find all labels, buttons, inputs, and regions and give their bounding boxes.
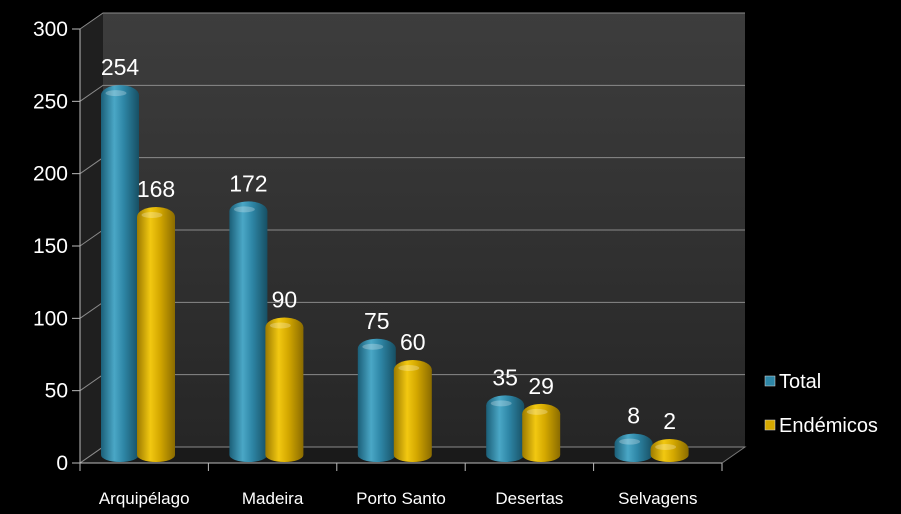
bar-cap	[137, 207, 175, 227]
legend-item: Endémicos	[764, 415, 878, 437]
bar-endemicos	[522, 403, 561, 462]
legend-item: Total	[764, 371, 821, 393]
bar-cap	[393, 360, 432, 380]
category-label: Desertas	[495, 489, 563, 508]
data-label: 2	[663, 408, 676, 434]
bar-total	[486, 395, 525, 462]
data-label: 75	[364, 308, 390, 334]
y-tick-label: 0	[56, 452, 68, 475]
bar-cap	[357, 338, 396, 359]
bar-cap	[650, 439, 689, 459]
data-label: 254	[101, 54, 140, 80]
bar-body	[486, 405, 525, 462]
y-axis: 0 50 100 150 200 250 300	[33, 18, 81, 475]
category-label: Selvagens	[618, 489, 697, 508]
bar-cap	[522, 403, 561, 424]
gridline	[79, 84, 745, 102]
category-label: Arquipélago	[99, 489, 190, 508]
data-label: 90	[272, 287, 298, 313]
bar-total	[614, 433, 653, 462]
bar-body	[265, 327, 304, 462]
bar-body	[393, 370, 432, 462]
bar-body	[137, 217, 175, 462]
bar-endemicos	[650, 439, 689, 462]
y-tick-label: 250	[33, 90, 68, 113]
bar-body	[101, 95, 139, 463]
y-tick-label: 200	[33, 163, 68, 186]
data-labels: 254 168 172 90 75 60 35 29 8 2	[101, 54, 676, 434]
bar-highlight	[269, 322, 291, 329]
category-label: Porto Santo	[356, 489, 446, 508]
bar-cap	[265, 317, 304, 338]
bar-highlight	[105, 90, 127, 97]
legend-label: Endémicos	[779, 415, 878, 437]
bar-body	[229, 211, 268, 462]
data-label: 35	[492, 364, 518, 390]
y-tick-label: 100	[33, 307, 68, 330]
gridline	[79, 12, 745, 30]
bars	[101, 85, 689, 463]
legend-swatch	[764, 419, 776, 431]
bar-endemicos	[393, 360, 432, 462]
x-axis: Arquipélago Madeira Porto Santo Desertas Sel…	[72, 462, 723, 508]
data-label: 172	[229, 170, 267, 196]
bar-highlight	[490, 400, 512, 407]
data-label: 60	[400, 329, 426, 355]
bar-total	[357, 338, 396, 462]
bar-total	[101, 85, 139, 463]
bar-highlight	[619, 438, 641, 445]
bar-highlight	[398, 365, 420, 371]
y-tick-label: 50	[45, 380, 68, 403]
bar-endemicos	[137, 207, 175, 462]
bar-endemicos	[265, 317, 304, 462]
data-label: 168	[137, 176, 175, 202]
data-label: 29	[528, 373, 554, 399]
legend-label: Total	[779, 371, 821, 393]
bar-highlight	[655, 444, 677, 450]
bar-cap	[614, 433, 653, 454]
data-label: 8	[627, 403, 640, 429]
bar-cap	[486, 395, 525, 416]
bar-highlight	[526, 408, 548, 415]
y-tick-label: 300	[33, 18, 68, 41]
bar-cap	[229, 201, 268, 222]
legend-swatch	[764, 375, 776, 387]
category-label: Madeira	[242, 489, 304, 508]
bar-body	[357, 348, 396, 462]
bar-highlight	[141, 212, 163, 218]
bar-highlight	[233, 206, 255, 213]
y-tick-label: 150	[33, 235, 68, 258]
bar-body	[522, 413, 561, 462]
bar-highlight	[362, 343, 384, 350]
bar-cap	[101, 85, 139, 106]
bar-total	[229, 201, 268, 462]
legend: Total Endémicos	[764, 371, 878, 437]
